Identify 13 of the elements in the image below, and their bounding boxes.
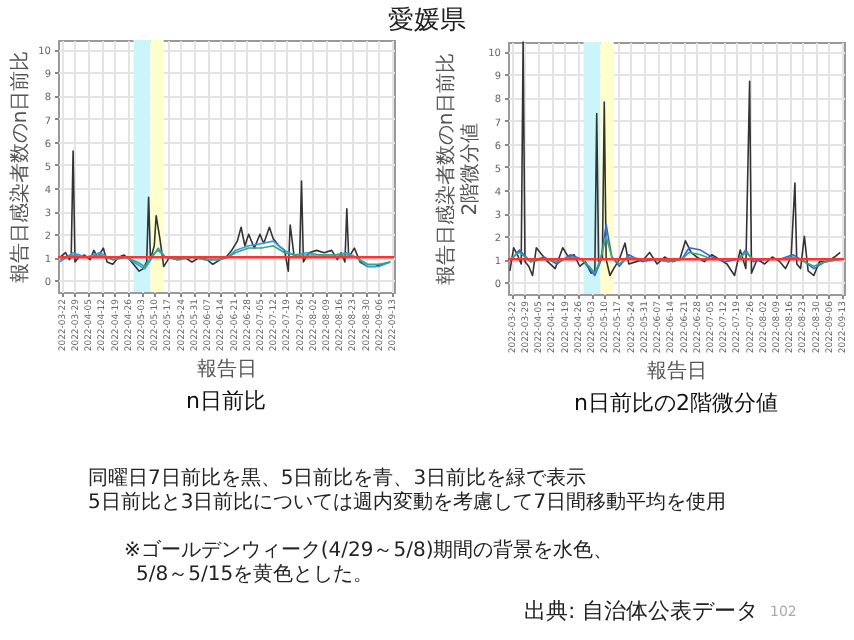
- x-axis-title: 報告日: [647, 359, 707, 384]
- text: n日前比の2階微分値: [574, 390, 778, 417]
- text: ※ゴールデンウィーク(4/29～5/8)期間の背景を水色、: [124, 537, 614, 563]
- text: n日前比: [186, 388, 266, 415]
- text: 5日前比と3日前比については週内変動を考慮して7日間移動平均を使用: [88, 489, 727, 516]
- text: 同曜日7日前比を黒、5日前比を青、3日前比を緑で表示: [88, 465, 587, 491]
- y-axis-title: 報告日感染者数のn日前比: [8, 50, 33, 284]
- line-series: [509, 41, 842, 277]
- y-axis-title: 報告日感染者数のn日前比 2階微分値: [434, 52, 483, 286]
- x-axis-title: 報告日: [197, 357, 257, 382]
- text: 5/8～5/15を黄色とした。: [136, 561, 374, 588]
- text: 愛媛県: [386, 4, 468, 38]
- source-note: 出典: 自治体公表データ: [524, 596, 759, 626]
